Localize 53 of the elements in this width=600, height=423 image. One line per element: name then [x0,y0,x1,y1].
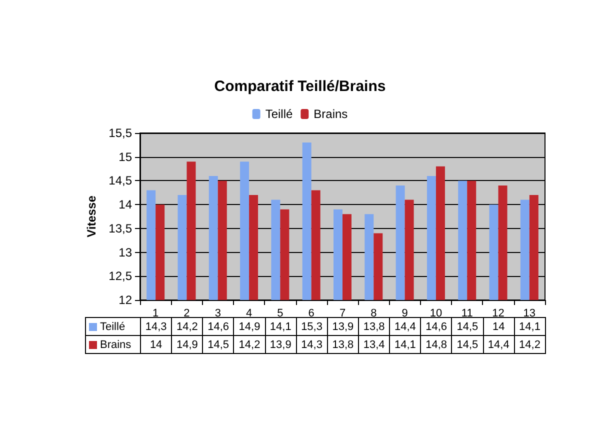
y-tick-label: 13,5 [108,221,132,236]
data-label: 14,4 [394,320,416,332]
x-tick-label: 8 [370,308,377,320]
data-label: 13,4 [358,336,390,354]
data-label: 14,9 [238,320,260,332]
data-label: 14,9 [172,336,203,354]
x-tick-label: 13 [523,308,536,320]
y-axis-title: Vitesse [84,195,99,238]
data-label: 13,8 [363,320,385,332]
legend-label: Brains [314,107,348,121]
data-label: 14,4 [483,336,514,354]
x-tick-label: 6 [308,308,314,320]
data-label: 14,5 [202,336,234,354]
y-tick-label: 13 [118,245,132,260]
y-tick-label: 12 [118,293,132,307]
data-label: 14 [140,336,172,354]
y-tick-label: 15 [118,150,132,164]
legend-label: Teillé [265,107,293,121]
data-label: 14 [492,320,505,332]
text: Brains [100,338,132,350]
x-tick-label: 1 [152,308,159,320]
x-tick-label: 10 [430,308,442,320]
data-label: 14,5 [452,336,484,354]
data-label: 14,2 [176,320,198,332]
x-tick-label: 3 [214,308,221,320]
data-label: 13,8 [327,336,358,354]
data-label: 14,3 [145,320,167,332]
x-tick-label: 7 [339,308,346,320]
y-tick-label: 15,5 [108,126,132,140]
data-label: 14,1 [390,336,421,354]
data-label: 14,2 [514,336,546,354]
data-label: 13,9 [332,320,354,332]
y-tick-label: 14 [118,198,132,212]
x-tick-label: 12 [492,308,504,320]
x-tick-label: 9 [402,308,408,320]
data-label: 13,9 [265,336,296,354]
data-label: 14,6 [426,320,448,332]
data-label: 14,8 [420,336,452,354]
data-label: 14,2 [234,336,266,354]
chart-title: Comparatif Teillé/Brains [214,78,386,95]
y-tick-label: 12,5 [108,269,132,284]
data-label: 14,1 [519,320,540,332]
text: Teillé [100,320,126,332]
data-label: 15,3 [301,320,322,332]
data-label: 14,6 [208,320,230,332]
data-label: 14,3 [296,336,328,354]
data-label: 14,1 [270,320,292,332]
x-tick-label: 5 [277,308,284,320]
y-tick-label: 14,5 [108,174,132,188]
x-tick-label: 11 [461,308,473,320]
x-tick-label: 4 [246,308,252,320]
x-tick-label: 2 [184,308,190,320]
data-label: 14,5 [456,320,478,332]
